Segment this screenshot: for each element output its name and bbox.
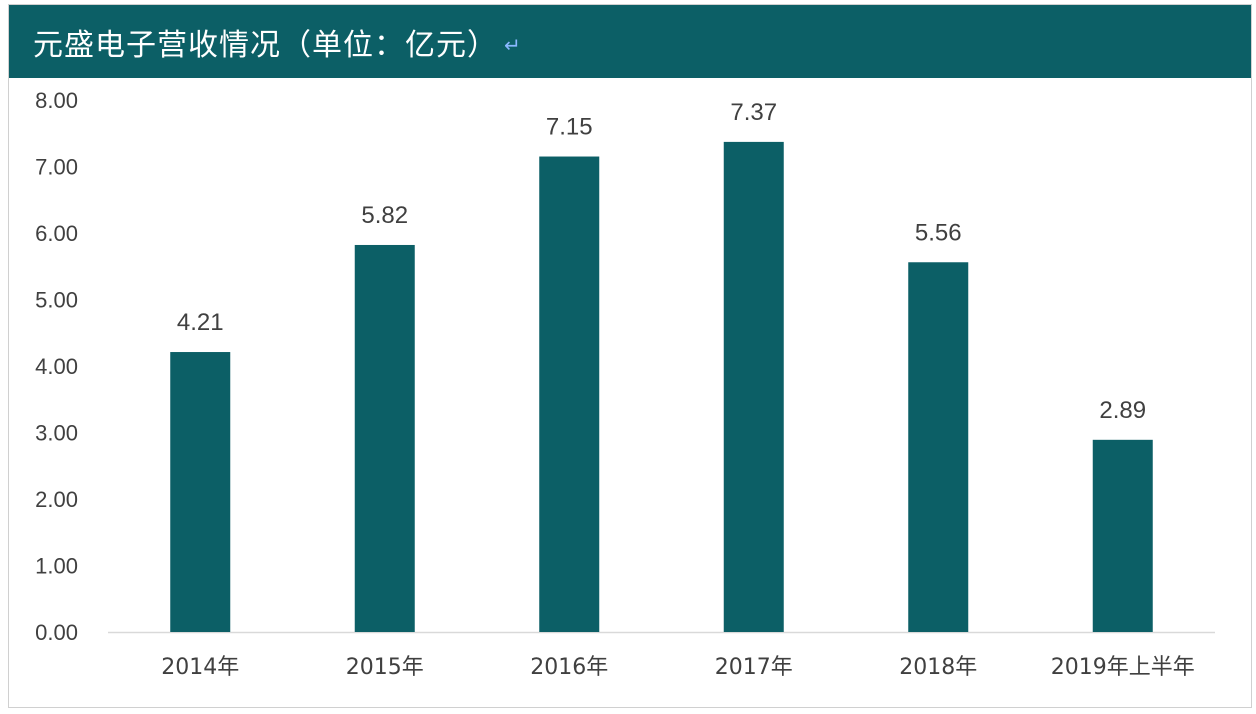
data-label: 4.21 [177, 309, 224, 336]
y-tick-label: 3.00 [35, 421, 78, 446]
y-tick-label: 4.00 [35, 354, 78, 379]
y-tick-label: 2.00 [35, 487, 78, 512]
data-label: 5.82 [361, 202, 408, 229]
data-label: 2.89 [1099, 397, 1146, 424]
bar [170, 352, 231, 632]
y-tick-label: 6.00 [35, 221, 78, 246]
y-tick-label: 0.00 [35, 620, 78, 645]
return-mark-icon: ↵ [504, 35, 521, 57]
x-category-label: 2019年上半年 [1051, 655, 1195, 680]
chart-title: 元盛电子营收情况（单位：亿元） [33, 27, 498, 63]
data-label: 7.15 [546, 114, 593, 141]
data-label: 7.37 [730, 99, 777, 126]
x-category-label: 2016年 [530, 655, 608, 680]
x-category-label: 2017年 [715, 655, 793, 680]
y-tick-label: 1.00 [35, 554, 78, 579]
bar [539, 156, 600, 632]
x-category-label: 2014年 [161, 655, 239, 680]
y-tick-label: 5.00 [35, 288, 78, 313]
x-category-label: 2015年 [346, 655, 424, 680]
bar [354, 244, 415, 632]
bar [723, 141, 784, 632]
chart-header: 元盛电子营收情况（单位：亿元） ↵ [9, 5, 1251, 78]
x-category-label: 2018年 [899, 655, 977, 680]
bar [1092, 439, 1153, 632]
y-tick-label: 8.00 [35, 88, 78, 113]
y-tick-label: 7.00 [35, 155, 78, 180]
data-label: 5.56 [915, 219, 962, 246]
bar [908, 262, 969, 632]
